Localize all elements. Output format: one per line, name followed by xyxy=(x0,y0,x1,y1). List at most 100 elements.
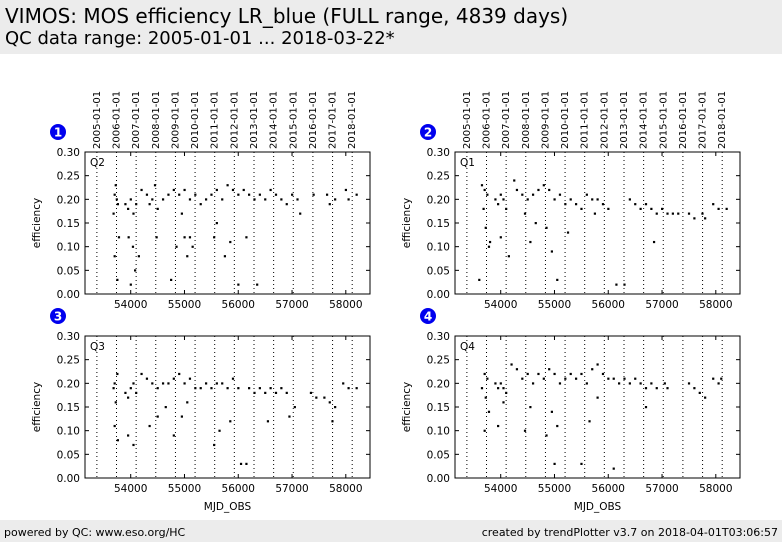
data-point xyxy=(299,212,302,215)
data-point xyxy=(574,377,578,380)
data-point xyxy=(499,236,502,239)
data-point xyxy=(502,198,505,201)
data-point xyxy=(172,434,175,437)
page-subtitle: QC data range: 2005-01-01 ... 2018-03-22… xyxy=(5,28,395,49)
data-point xyxy=(213,443,216,447)
data-point xyxy=(497,203,500,206)
y-axis-label: efficiency xyxy=(401,198,413,248)
data-point xyxy=(135,391,138,394)
data-point xyxy=(186,255,189,258)
x-tick-label: 55000 xyxy=(168,299,201,311)
x-tick-label: 56000 xyxy=(592,299,625,311)
data-point xyxy=(156,387,159,390)
footer-credit: powered by QC: www.eso.org/HC xyxy=(4,526,186,539)
year-tick-label: 2005-01-01 xyxy=(462,91,473,149)
y-tick-label: 0.00 xyxy=(57,473,80,485)
data-point xyxy=(480,387,484,390)
year-tick-label: 2006-01-01 xyxy=(482,91,493,149)
data-point xyxy=(186,401,189,404)
x-tick-label: 55000 xyxy=(168,483,201,495)
data-point xyxy=(309,391,313,394)
data-point xyxy=(564,377,567,380)
y-axis-label: efficiency xyxy=(31,382,43,432)
data-point xyxy=(113,255,116,258)
y-tick-label: 0.15 xyxy=(427,218,450,230)
data-point xyxy=(655,212,658,215)
y-tick-label: 0.20 xyxy=(427,194,450,206)
data-point xyxy=(553,198,556,201)
data-point xyxy=(127,236,130,239)
data-point xyxy=(237,283,240,286)
year-tick-label: 2013-01-01 xyxy=(619,91,630,149)
data-point xyxy=(580,372,583,376)
data-point xyxy=(269,387,272,390)
data-point xyxy=(344,188,348,192)
data-point xyxy=(231,188,235,192)
data-point xyxy=(531,193,535,196)
y-tick-label: 0.10 xyxy=(427,242,450,254)
data-point xyxy=(542,377,545,380)
data-point xyxy=(596,396,599,399)
data-point xyxy=(628,198,631,201)
data-point xyxy=(725,207,728,210)
data-point xyxy=(199,387,202,390)
data-point xyxy=(134,269,137,272)
year-tick-label: 2018-01-01 xyxy=(347,91,358,149)
x-tick-label: 57000 xyxy=(275,299,308,311)
y-tick-label: 0.10 xyxy=(57,242,80,254)
data-point xyxy=(127,207,130,210)
data-point xyxy=(494,382,497,385)
data-point xyxy=(132,382,135,385)
data-point xyxy=(248,193,251,196)
data-point xyxy=(161,198,165,201)
panel-label: Q1 xyxy=(460,157,475,169)
year-tick-label: 2012-01-01 xyxy=(229,91,240,149)
data-point xyxy=(717,207,720,210)
data-point xyxy=(178,372,181,376)
data-point xyxy=(237,193,240,196)
data-point xyxy=(663,382,666,385)
year-tick-label: 2012-01-01 xyxy=(599,91,610,149)
data-point xyxy=(650,382,653,385)
x-tick-label: 55000 xyxy=(538,299,571,311)
data-point xyxy=(558,382,562,385)
data-point xyxy=(601,203,605,206)
x-tick-label: 56000 xyxy=(222,483,255,495)
data-point xyxy=(487,410,491,413)
y-tick-label: 0.20 xyxy=(427,378,450,390)
data-point xyxy=(347,198,350,201)
data-point xyxy=(580,207,583,210)
data-point xyxy=(634,203,637,206)
panel-label: Q3 xyxy=(90,341,105,353)
x-tick-label: 57000 xyxy=(645,483,678,495)
data-point xyxy=(135,203,138,206)
y-axis-label: efficiency xyxy=(401,382,413,432)
data-point xyxy=(515,188,519,192)
data-point xyxy=(521,193,524,196)
panel-badge xyxy=(420,308,436,324)
data-point xyxy=(484,396,487,399)
year-tick-label: 2018-01-01 xyxy=(717,91,728,149)
data-point xyxy=(564,203,567,206)
year-tick-label: 2008-01-01 xyxy=(151,91,162,149)
data-point xyxy=(639,382,642,385)
data-point xyxy=(116,439,120,442)
data-point xyxy=(312,193,315,196)
data-point xyxy=(183,382,186,385)
data-point xyxy=(221,198,224,201)
data-point xyxy=(478,278,481,281)
data-point xyxy=(704,217,707,220)
data-point xyxy=(720,377,723,380)
data-point xyxy=(334,406,337,409)
data-point xyxy=(258,193,261,196)
data-point xyxy=(712,377,715,380)
data-point xyxy=(612,467,615,470)
data-point xyxy=(644,203,648,206)
data-point xyxy=(269,188,272,192)
data-point xyxy=(124,203,127,206)
year-tick-label: 2014-01-01 xyxy=(269,91,280,149)
y-tick-label: 0.15 xyxy=(57,402,80,414)
year-tick-label: 2007-01-01 xyxy=(501,91,512,149)
data-point xyxy=(486,193,489,196)
data-point xyxy=(151,382,154,385)
